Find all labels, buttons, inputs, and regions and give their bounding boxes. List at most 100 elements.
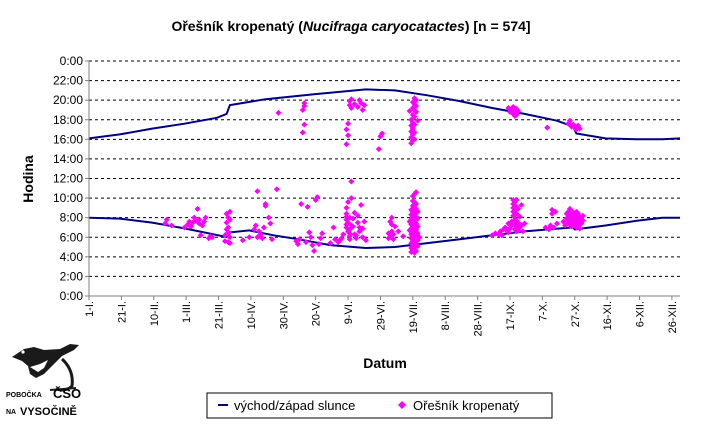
observation-point bbox=[345, 132, 352, 139]
x-tick-label: 28-VIII. bbox=[473, 301, 485, 336]
observation-point bbox=[168, 222, 175, 229]
observation-point bbox=[314, 194, 321, 201]
observation-point bbox=[223, 219, 230, 226]
observation-point bbox=[562, 222, 569, 229]
x-tick-label: 21-III. bbox=[214, 301, 226, 329]
x-tick-label: 16-XI. bbox=[602, 301, 614, 330]
organization-logo: POBOČKA ČSO NA VYSOČINĚ bbox=[6, 344, 81, 418]
observation-point bbox=[359, 225, 366, 232]
x-tick-label: 20-V. bbox=[311, 301, 323, 326]
observation-point bbox=[576, 225, 583, 232]
observation-point bbox=[194, 205, 201, 212]
observation-point bbox=[413, 189, 420, 196]
observation-point bbox=[197, 232, 204, 239]
observation-point bbox=[345, 120, 352, 127]
observation-point bbox=[315, 241, 322, 248]
observation-point bbox=[259, 235, 266, 242]
observation-point bbox=[222, 232, 229, 239]
observation-point bbox=[343, 126, 350, 133]
observation-point bbox=[388, 214, 395, 221]
observation-point bbox=[265, 214, 272, 221]
observation-point bbox=[518, 201, 525, 208]
observation-point bbox=[411, 121, 418, 128]
observation-point bbox=[327, 240, 334, 247]
observation-point bbox=[225, 224, 232, 231]
observation-point bbox=[414, 243, 421, 250]
logo-vysocine: VYSOČINĚ bbox=[20, 405, 77, 418]
observation-point bbox=[406, 218, 413, 225]
x-tick-label: 10-IV. bbox=[246, 301, 258, 329]
observation-point bbox=[579, 212, 586, 219]
observation-point bbox=[362, 237, 369, 244]
observation-point bbox=[252, 222, 259, 229]
observation-point bbox=[267, 220, 274, 227]
observation-point bbox=[354, 212, 361, 219]
sunset-line bbox=[88, 88, 681, 141]
observation-point bbox=[413, 200, 420, 207]
observation-point bbox=[311, 247, 318, 254]
y-tick-label: 2:00 bbox=[60, 269, 84, 283]
observation-point bbox=[273, 186, 280, 193]
legend-point-marker bbox=[398, 401, 406, 409]
observation-point bbox=[356, 228, 363, 235]
y-tick-label: 16:00 bbox=[53, 132, 83, 146]
observation-point bbox=[330, 224, 337, 231]
x-tick-label: 19-VII. bbox=[408, 301, 420, 333]
observation-point bbox=[301, 121, 308, 128]
observation-point bbox=[553, 220, 560, 227]
observation-point bbox=[345, 219, 352, 226]
observation-point bbox=[359, 106, 366, 113]
observation-point bbox=[361, 218, 368, 225]
observation-point bbox=[340, 231, 347, 238]
observation-point bbox=[414, 208, 421, 215]
legend-label-sun: východ/západ slunce bbox=[234, 398, 355, 413]
observation-point bbox=[354, 219, 361, 226]
x-tick-label: 29-VI. bbox=[375, 301, 387, 330]
title-italic: Nucifraga caryocatactes bbox=[303, 18, 465, 34]
y-tick-label: 18:00 bbox=[53, 113, 83, 127]
observation-point bbox=[298, 200, 305, 207]
observation-point bbox=[260, 224, 267, 231]
observation-point bbox=[304, 203, 311, 210]
observation-point bbox=[262, 200, 269, 207]
observation-point bbox=[411, 136, 418, 143]
observation-point bbox=[414, 215, 421, 222]
observation-point bbox=[379, 130, 386, 137]
observation-point bbox=[343, 210, 350, 217]
bird-logo-icon bbox=[12, 344, 79, 392]
observation-point bbox=[395, 228, 402, 235]
observation-point bbox=[390, 231, 397, 238]
observation-point bbox=[392, 223, 399, 230]
observation-point bbox=[552, 208, 559, 215]
observation-point bbox=[359, 234, 366, 241]
observation-point bbox=[239, 237, 246, 244]
sunrise-line bbox=[88, 216, 680, 250]
logo-na: NA bbox=[6, 409, 16, 416]
observation-point bbox=[296, 236, 303, 243]
x-tick-label: 26-XII. bbox=[667, 301, 679, 333]
observation-point bbox=[544, 124, 551, 131]
observation-point bbox=[413, 108, 420, 115]
observation-point bbox=[576, 125, 583, 132]
observation-point bbox=[163, 216, 170, 223]
observation-point bbox=[353, 232, 360, 239]
observation-point bbox=[498, 232, 505, 239]
y-axis-label: Hodina bbox=[20, 155, 36, 203]
observation-point bbox=[254, 234, 261, 241]
observation-point bbox=[413, 97, 420, 104]
legend-label-bird: Ořešník kropenatý bbox=[413, 398, 520, 413]
x-tick-label: 17-IX. bbox=[505, 301, 517, 330]
observation-point bbox=[506, 108, 513, 115]
y-tick-label: 0:00 bbox=[60, 289, 84, 303]
data-points bbox=[162, 95, 586, 256]
observation-point bbox=[519, 228, 526, 235]
title-suffix: ) [n = 574] bbox=[465, 18, 531, 34]
observation-point bbox=[411, 129, 418, 136]
observation-point bbox=[209, 234, 216, 241]
observation-point bbox=[351, 101, 358, 108]
y-tick-label: 10:00 bbox=[53, 191, 83, 205]
observation-point bbox=[319, 230, 326, 237]
x-tick-label: 6-XII. bbox=[635, 301, 647, 327]
observation-point bbox=[196, 216, 203, 223]
x-tick-label: 30-IV. bbox=[278, 301, 290, 329]
